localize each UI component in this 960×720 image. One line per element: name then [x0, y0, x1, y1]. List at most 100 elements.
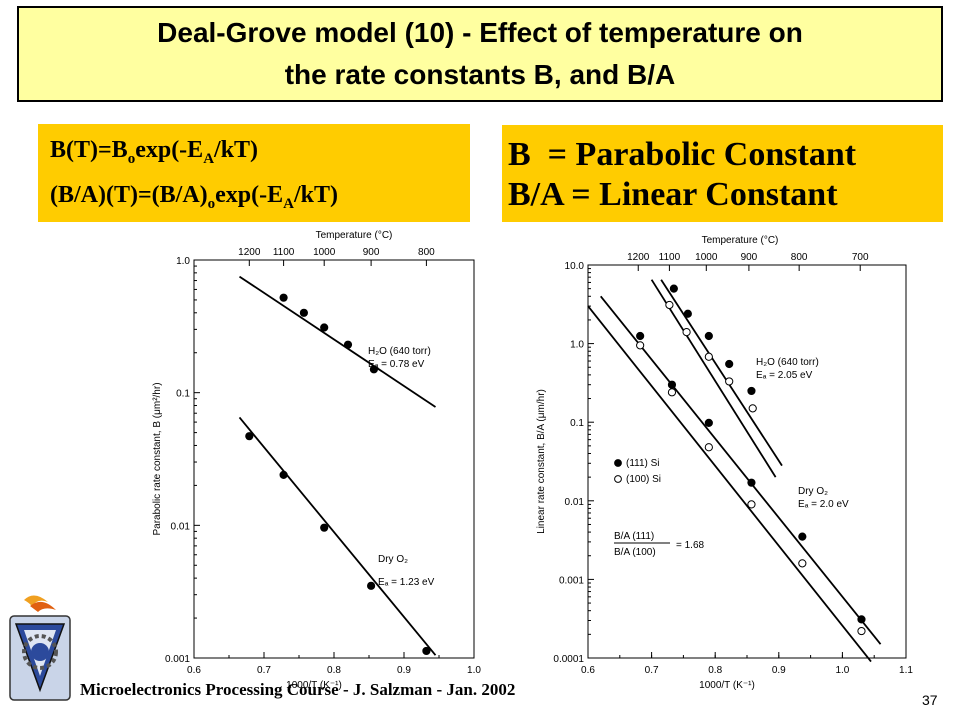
data-point-open: [857, 626, 866, 636]
annotation-dry-o2: Dry O₂: [798, 486, 828, 497]
fit-line: [650, 279, 777, 478]
y-tick-label: 0.1: [570, 418, 584, 429]
data-point-open: [682, 328, 691, 337]
data-point: [343, 340, 353, 349]
top-tick-label: 1100: [659, 252, 681, 263]
y-axis-label: Linear rate constant, B/A (μm/hr): [536, 389, 547, 534]
formula-text: /kT): [214, 137, 259, 163]
y-tick-label: 1.0: [176, 256, 190, 267]
fit-line: [600, 295, 882, 645]
top-tick-label: 1000: [695, 252, 718, 263]
definition-parabolic: B = Parabolic Constant: [508, 136, 857, 173]
y-tick-label: 0.01: [565, 497, 585, 508]
data-point: [798, 532, 807, 541]
ratio-value: = 1.68: [676, 540, 705, 551]
x-tick-label: 0.9: [397, 665, 411, 676]
formula-box: B(T)=Boexp(-EA/kT) (B/A)(T)=(B/A)oexp(-E…: [38, 124, 470, 222]
fit-line: [239, 275, 436, 408]
slide-title-line2: the rate constants B, and B/A: [284, 59, 676, 90]
y-tick-label: 0.01: [171, 521, 191, 532]
data-point: [704, 418, 713, 427]
formula-text: exp(-E: [215, 181, 284, 208]
formula-text: (B/A)(T)=(B/A): [50, 181, 208, 208]
annotation-h2o-ea: Eₐ = 2.05 eV: [756, 370, 813, 381]
formula-subscript: A: [283, 195, 294, 212]
ratio-numerator: B/A (111): [614, 531, 654, 542]
y-tick-label: 0.001: [165, 654, 190, 665]
data-point: [857, 615, 866, 624]
data-point: [704, 331, 713, 341]
data-point: [747, 478, 756, 487]
formula-text: /kT): [294, 181, 339, 208]
y-tick-label: 0.1: [176, 389, 190, 400]
data-point: [369, 365, 378, 374]
ea-label-dry-o2: Eₐ = 1.23 eV: [378, 577, 435, 588]
formula-b-over-a: (B/A)(T)=(B/A)oexp(-EA/kT): [50, 177, 460, 222]
top-tick-label: 1200: [627, 252, 650, 263]
data-point: [667, 380, 677, 389]
definition-box: B = Parabolic Constant B/A = Linear Cons…: [502, 125, 943, 222]
data-point-open: [665, 300, 674, 310]
footer-text: Microelectronics Processing Course - J. …: [80, 680, 516, 699]
top-tick-label: 1200: [238, 247, 261, 258]
x-tick-label: 0.9: [772, 665, 786, 676]
legend-marker: [614, 459, 622, 467]
data-point: [279, 293, 288, 302]
ea-label-h2o: Eₐ = 0.78 eV: [368, 359, 425, 370]
legend-marker: [614, 475, 622, 483]
y-axis-label: Parabolic rate constant, B (μm²/hr): [152, 382, 163, 535]
formula-subscript: o: [207, 195, 216, 212]
x-tick-label: 0.6: [187, 665, 201, 676]
formula-subscript: o: [127, 150, 136, 167]
top-tick-label: 800: [418, 247, 435, 258]
x-tick-label: 1.0: [467, 665, 481, 676]
data-point-open: [704, 352, 713, 361]
data-point: [683, 309, 692, 318]
top-tick-label: 900: [741, 252, 758, 263]
x-tick-label: 0.7: [257, 665, 271, 676]
x-tick-label: 0.6: [581, 665, 595, 676]
data-point-open: [798, 559, 807, 568]
ratio-denominator: B/A (100): [614, 547, 656, 558]
series-label-dry-o2: Dry O₂: [378, 554, 408, 565]
top-axis-label: Temperature (°C): [316, 230, 393, 241]
y-tick-label: 1.0: [570, 340, 584, 351]
fit-line: [660, 279, 783, 467]
legend-label: (111) Si: [626, 458, 660, 469]
chart-parabolic-rate: 0.6 0.7 0.8 0.9 1.0 0.001 0.01 0.1 1.0 1200 1100 10…: [152, 230, 481, 691]
slide-title-box: Deal-Grove model (10) - Effect of temper…: [17, 6, 943, 102]
data-point: [320, 323, 329, 332]
data-point: [636, 331, 645, 341]
x-axis-label: 1000/T (K⁻¹): [286, 680, 342, 691]
slide-title: Deal-Grove model (10) - Effect of temper…: [157, 12, 803, 96]
formula-b: B(T)=Boexp(-EA/kT): [50, 132, 460, 177]
y-tick-label: 10.0: [565, 261, 585, 272]
x-tick-label: 0.7: [645, 665, 659, 676]
university-logo: [4, 592, 76, 709]
data-point-open: [704, 443, 713, 452]
data-point: [367, 581, 376, 590]
data-point: [725, 359, 734, 369]
formula-text: B(T)=B: [50, 137, 128, 163]
data-point-open: [667, 388, 677, 397]
plot-frame: [193, 259, 475, 659]
x-tick-label: 0.8: [327, 665, 341, 676]
formula-text: exp(-E: [135, 137, 204, 163]
x-tick-label: 1.0: [835, 665, 849, 676]
top-tick-label: 800: [791, 252, 808, 263]
top-axis-label: Temperature (°C): [702, 235, 779, 246]
data-point-open: [636, 341, 645, 350]
x-axis-label: 1000/T (K⁻¹): [699, 680, 755, 691]
fit-line: [238, 416, 437, 656]
formula-subscript: A: [203, 150, 215, 167]
page-number: 37: [922, 692, 938, 708]
data-point: [669, 284, 678, 293]
data-point-open: [725, 377, 734, 386]
top-tick-label: 1100: [273, 247, 295, 258]
series-label-h2o: H₂O (640 torr): [368, 346, 431, 357]
y-tick-label: 0.001: [559, 575, 584, 586]
data-point: [747, 386, 756, 396]
slide-title-line1: Deal-Grove model (10) - Effect of temper…: [157, 17, 803, 48]
annotation-h2o: H₂O (640 torr): [756, 357, 819, 368]
data-point: [320, 523, 329, 532]
